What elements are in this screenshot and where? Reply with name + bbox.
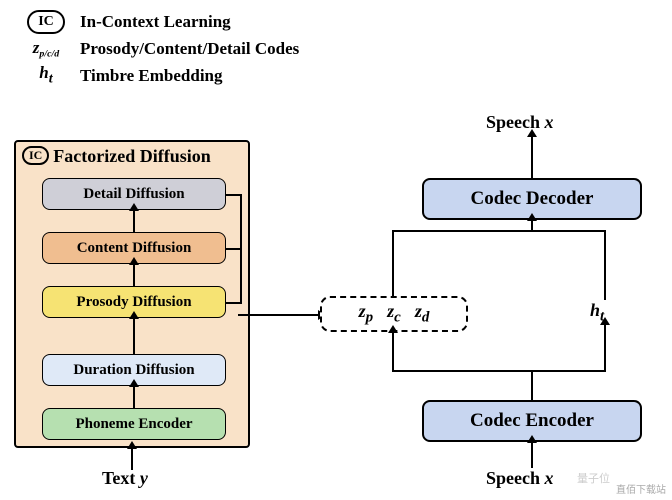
arrow-duration-to-prosody bbox=[133, 318, 135, 354]
legend-row-ic: IC In-Context Learning bbox=[12, 10, 299, 34]
encoder-up-mid bbox=[531, 370, 533, 400]
architecture-diagram: Speech x Codec Decoder IC Factorized Dif… bbox=[14, 118, 658, 488]
legend-ic-text: In-Context Learning bbox=[80, 12, 231, 32]
ht-up-line bbox=[604, 230, 606, 300]
legend-row-z: zp/c/d Prosody/Content/Detail Codes bbox=[12, 38, 299, 59]
factorized-diffusion-box: IC Factorized Diffusion Detail Diffusion… bbox=[14, 140, 250, 448]
arrow-content-to-detail bbox=[133, 210, 135, 232]
ic-icon: IC bbox=[27, 10, 65, 34]
z-up-line bbox=[392, 230, 394, 296]
legend-z-text: Prosody/Content/Detail Codes bbox=[80, 39, 299, 59]
phoneme-encoder-block: Phoneme Encoder bbox=[42, 408, 226, 440]
watermark-site: 直佰下载站 bbox=[616, 481, 666, 496]
arrow-decoder-to-speech bbox=[531, 136, 533, 178]
arrow-encoder-to-ht bbox=[604, 324, 606, 370]
legend-ic-symbol: IC bbox=[12, 10, 80, 34]
codec-decoder-label: Codec Decoder bbox=[471, 188, 594, 210]
stub-content bbox=[226, 248, 240, 250]
arrow-factorized-to-z bbox=[238, 314, 318, 316]
z-d: zd bbox=[415, 301, 430, 327]
z-c: zc bbox=[387, 301, 401, 327]
factorized-title: Factorized Diffusion bbox=[16, 146, 248, 167]
arrow-phoneme-to-duration bbox=[133, 386, 135, 408]
arrow-prosody-to-content bbox=[133, 264, 135, 286]
legend-z-symbol: zp/c/d bbox=[12, 38, 80, 59]
legend-h-symbol: ht bbox=[12, 63, 80, 87]
legend: IC In-Context Learning zp/c/d Prosody/Co… bbox=[12, 10, 299, 92]
stub-prosody bbox=[226, 302, 240, 304]
stub-detail bbox=[226, 194, 240, 196]
arrow-speech-to-encoder bbox=[531, 442, 533, 468]
z-p: zp bbox=[359, 301, 374, 327]
decoder-join-hline bbox=[392, 230, 606, 232]
codec-encoder-label: Codec Encoder bbox=[470, 410, 594, 432]
arrow-text-to-factorized bbox=[131, 448, 133, 470]
watermark-qbit: 量子位 bbox=[577, 470, 610, 486]
speech-x-bottom-label: Speech x bbox=[486, 468, 554, 489]
arrow-encoder-to-z bbox=[392, 332, 394, 370]
speech-x-top-label: Speech x bbox=[486, 112, 554, 133]
text-y-label: Text y bbox=[102, 468, 148, 489]
encoder-split-hline bbox=[392, 370, 606, 372]
legend-h-text: Timbre Embedding bbox=[80, 66, 223, 86]
bracket-vline bbox=[240, 194, 242, 304]
legend-row-h: ht Timbre Embedding bbox=[12, 63, 299, 87]
